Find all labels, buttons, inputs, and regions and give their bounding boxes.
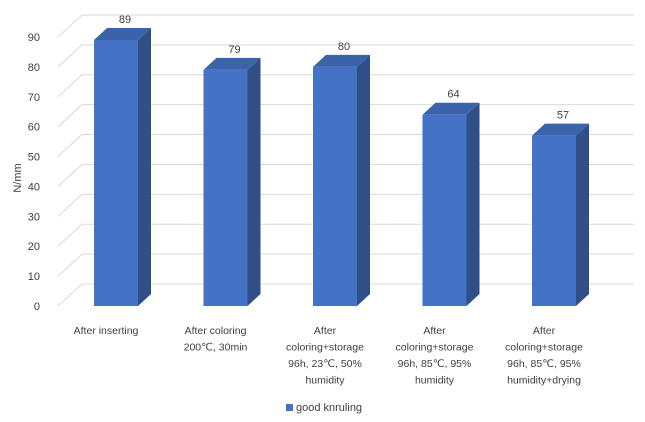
category-label: 96h, 85℃, 95% [507, 358, 581, 370]
legend: good knruling [286, 402, 362, 414]
bar-front [422, 114, 467, 306]
y-tick-label: 80 [28, 62, 40, 74]
bar-front [203, 69, 248, 306]
gridline-diagonal [57, 14, 83, 38]
bars [94, 27, 589, 307]
data-label: 64 [447, 89, 459, 101]
y-tick-label: 30 [28, 211, 40, 223]
y-tick-label: 0 [34, 301, 40, 313]
data-label: 80 [338, 41, 350, 53]
gridline-diagonal [57, 44, 83, 68]
category-label: coloring+storage [396, 342, 474, 354]
gridline-diagonal [57, 193, 83, 217]
gridline-diagonal [57, 74, 83, 98]
category-label: After [533, 325, 556, 337]
category-label: 96h, 23℃, 50% [288, 358, 362, 370]
category-label: After coloring [185, 325, 247, 337]
gridline-diagonal [57, 164, 83, 187]
bar-top [422, 102, 480, 115]
legend-swatch [286, 404, 293, 411]
gridline-diagonal [57, 223, 83, 247]
y-tick-label: 40 [28, 181, 40, 193]
category-label: humidity [415, 375, 455, 387]
y-tick-label: 90 [28, 32, 40, 44]
gridline-diagonal [57, 104, 83, 128]
bar [532, 123, 589, 306]
bar [422, 102, 480, 306]
bar-side [466, 102, 480, 306]
bar-top [532, 123, 589, 136]
bar [313, 54, 370, 307]
y-tick-label: 60 [28, 122, 40, 134]
category-label: humidity [305, 375, 345, 387]
data-labels: 89 79 80 64 57 [119, 14, 569, 122]
gridline-diagonal [57, 253, 83, 277]
category-label: coloring+storage [286, 342, 364, 354]
bar-side [357, 54, 370, 307]
category-label: After inserting [74, 325, 139, 337]
category-labels: After inserting After coloring 200℃, 30min… [74, 325, 584, 387]
gridline-diagonal [57, 134, 83, 157]
y-axis-title: N/mm [12, 163, 24, 192]
category-label: humidity+drying [507, 375, 581, 387]
category-label: 200℃, 30min [184, 342, 248, 354]
y-tick-label: 70 [28, 92, 40, 104]
bar-front [94, 39, 138, 306]
bar-top [94, 27, 151, 40]
category-label: After [423, 325, 446, 337]
bar [94, 27, 151, 306]
bar-front [532, 135, 576, 306]
category-label: 96h, 85℃, 95% [398, 358, 472, 370]
bar-side [247, 57, 261, 306]
data-label: 89 [119, 14, 131, 26]
y-axis-ticks: 0 10 20 30 40 50 60 70 80 90 [28, 32, 40, 313]
bar-top [203, 57, 261, 70]
bar [203, 57, 261, 306]
bar-front [313, 66, 357, 306]
legend-label: good knruling [296, 402, 362, 414]
data-label: 79 [228, 44, 240, 56]
bar-side [576, 123, 589, 306]
bar-top [313, 54, 370, 67]
category-label: coloring+storage [505, 342, 583, 354]
category-label: After [314, 325, 337, 337]
y-tick-label: 10 [28, 271, 40, 283]
y-tick-label: 20 [28, 241, 40, 253]
y-tick-label: 50 [28, 152, 40, 164]
gridline-diagonal [57, 283, 83, 307]
data-label: 57 [557, 110, 569, 122]
bar-side [138, 27, 151, 306]
